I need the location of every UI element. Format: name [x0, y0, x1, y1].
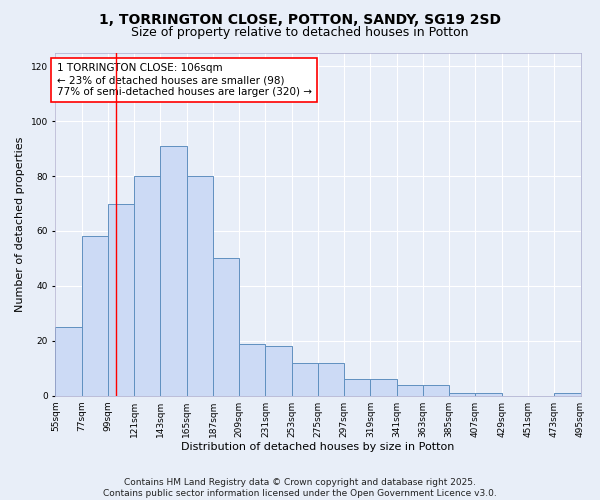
- Bar: [265, 346, 292, 396]
- Bar: [160, 146, 187, 396]
- Bar: [239, 344, 265, 396]
- Text: Size of property relative to detached houses in Potton: Size of property relative to detached ho…: [131, 26, 469, 39]
- Bar: [449, 393, 475, 396]
- Bar: [370, 379, 397, 396]
- Text: 1, TORRINGTON CLOSE, POTTON, SANDY, SG19 2SD: 1, TORRINGTON CLOSE, POTTON, SANDY, SG19…: [99, 12, 501, 26]
- Bar: [344, 379, 370, 396]
- Text: 1 TORRINGTON CLOSE: 106sqm
← 23% of detached houses are smaller (98)
77% of semi: 1 TORRINGTON CLOSE: 106sqm ← 23% of deta…: [56, 64, 311, 96]
- Bar: [134, 176, 160, 396]
- Bar: [108, 204, 134, 396]
- Y-axis label: Number of detached properties: Number of detached properties: [15, 136, 25, 312]
- Bar: [213, 258, 239, 396]
- Bar: [292, 363, 318, 396]
- X-axis label: Distribution of detached houses by size in Potton: Distribution of detached houses by size …: [181, 442, 455, 452]
- Bar: [318, 363, 344, 396]
- Bar: [82, 236, 108, 396]
- Bar: [397, 384, 423, 396]
- Bar: [554, 393, 581, 396]
- Bar: [187, 176, 213, 396]
- Text: Contains HM Land Registry data © Crown copyright and database right 2025.
Contai: Contains HM Land Registry data © Crown c…: [103, 478, 497, 498]
- Bar: [423, 384, 449, 396]
- Bar: [475, 393, 502, 396]
- Bar: [55, 327, 82, 396]
